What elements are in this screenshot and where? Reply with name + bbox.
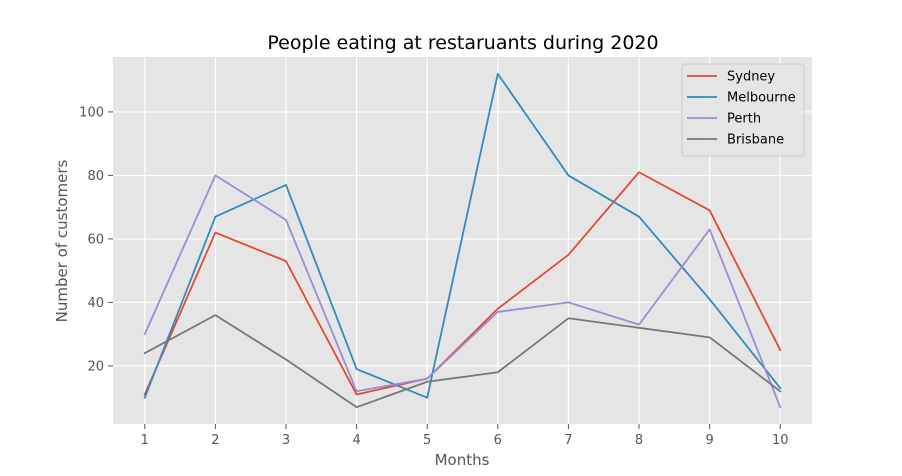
x-tick-label: 10: [772, 433, 789, 448]
y-tick-label: 60: [87, 232, 104, 247]
legend: Sydney Melbourne Perth Brisbane: [681, 63, 805, 157]
y-tick-label: 40: [87, 296, 104, 311]
x-tick-label: 8: [635, 433, 643, 448]
legend-label-sydney: Sydney: [727, 70, 775, 85]
y-axis-label: Number of customers: [53, 159, 71, 322]
x-tick-label: 3: [282, 433, 290, 448]
x-tick-label: 9: [705, 433, 713, 448]
legend-box: [681, 63, 805, 157]
y-tick-label: 80: [87, 169, 104, 184]
series-line-melbourne: [143, 72, 782, 399]
legend-label-brisbane: Brisbane: [727, 133, 784, 148]
x-tick-label: 1: [141, 433, 149, 448]
x-axis-label: Months: [435, 451, 490, 469]
x-axis-ticks: 1 2 3 4 5 6 7 8 9 10: [141, 424, 789, 448]
y-tick-label: 20: [87, 359, 104, 374]
x-tick-label: 4: [352, 433, 360, 448]
legend-label-perth: Perth: [727, 112, 761, 127]
x-tick-label: 2: [211, 433, 219, 448]
y-axis-ticks: 20 40 60 80 100: [79, 105, 113, 374]
series-line-perth: [143, 174, 782, 409]
x-tick-label: 6: [494, 433, 502, 448]
legend-label-melbourne: Melbourne: [727, 91, 796, 106]
y-tick-label: 100: [79, 105, 104, 120]
series-line-sydney: [143, 171, 782, 396]
series-line-brisbane: [143, 314, 782, 409]
series-lines: [143, 72, 782, 409]
x-tick-label: 7: [564, 433, 572, 448]
x-tick-label: 5: [423, 433, 431, 448]
chart-title: People eating at restaruants during 2020: [267, 32, 658, 54]
